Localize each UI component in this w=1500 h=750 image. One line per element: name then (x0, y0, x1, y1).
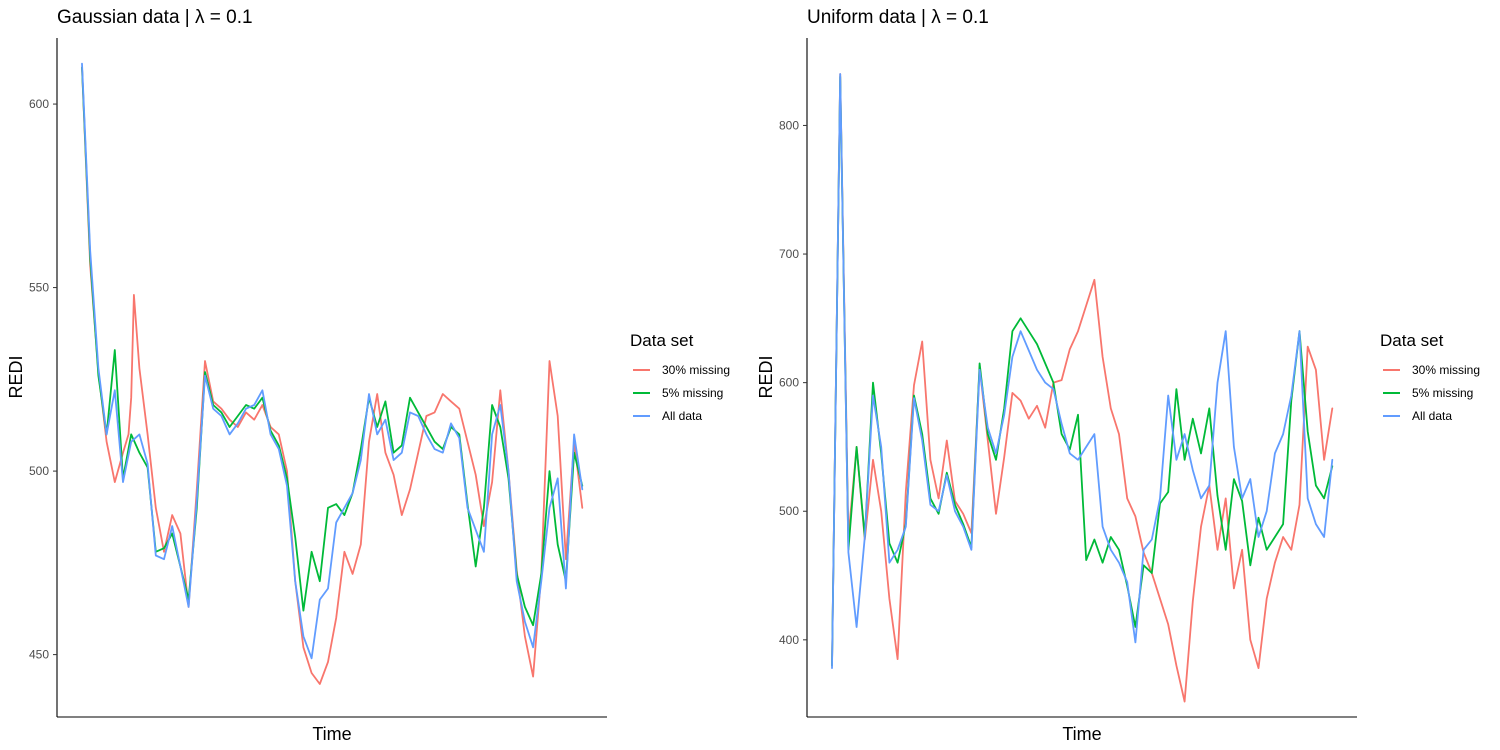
legend-label: All data (1412, 409, 1452, 423)
legend-title: Data set (630, 331, 694, 350)
legend-label: All data (662, 409, 702, 423)
y-tick-label: 800 (779, 118, 799, 132)
x-axis-title: Time (312, 724, 351, 744)
chart-title: Gaussian data | λ = 0.1 (57, 7, 253, 28)
y-tick-label: 450 (29, 648, 49, 662)
legend: Data set 30% missing 5% missing All data (630, 331, 730, 423)
series-line-5-missing (831, 75, 1334, 667)
legend-title: Data set (1380, 331, 1444, 350)
series-line-30-missing (81, 66, 584, 685)
y-tick-label: 600 (779, 376, 799, 390)
series-line-30-missing (831, 73, 1334, 703)
y-tick-label: 700 (779, 247, 799, 261)
y-axis-ticks: 450 500 550 600 (29, 97, 57, 662)
y-axis-title: REDI (756, 355, 776, 398)
y-tick-label: 600 (29, 97, 49, 111)
series-line-all-data (81, 62, 584, 660)
y-axis-title: REDI (6, 355, 26, 398)
y-tick-label: 400 (779, 633, 799, 647)
y-tick-label: 500 (29, 464, 49, 478)
legend: Data set 30% missing 5% missing All data (1380, 331, 1480, 423)
x-axis-title: Time (1062, 724, 1101, 744)
chart-panel-gaussian: Gaussian data | λ = 0.1 450 500 550 600 Tim… (6, 7, 730, 744)
legend-label: 5% missing (662, 386, 723, 400)
series-line-all-data (831, 73, 1334, 669)
series-line-5-missing (81, 66, 584, 627)
y-axis-ticks: 400 500 600 700 800 (779, 118, 807, 647)
chart-panel-uniform: Uniform data | λ = 0.1 400 500 600 700 800 T… (756, 7, 1480, 744)
plot-area (81, 62, 584, 685)
y-tick-label: 550 (29, 281, 49, 295)
legend-label: 5% missing (1412, 386, 1473, 400)
plot-area (831, 73, 1334, 703)
legend-label: 30% missing (662, 363, 730, 377)
chart-title: Uniform data | λ = 0.1 (807, 7, 989, 28)
legend-label: 30% missing (1412, 363, 1480, 377)
y-tick-label: 500 (779, 504, 799, 518)
